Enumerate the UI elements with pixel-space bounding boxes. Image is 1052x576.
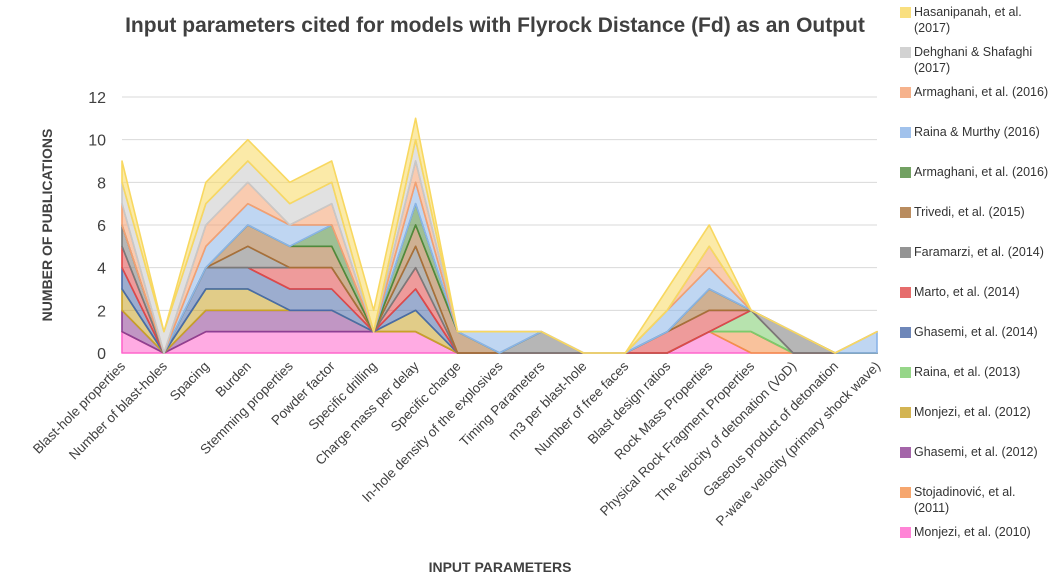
legend-item: Monjezi, et al. (2010) <box>900 524 1050 540</box>
legend-swatch <box>900 87 911 98</box>
x-tick-label: Burden <box>213 359 254 400</box>
y-tick-label: 2 <box>97 303 106 320</box>
x-tick-label: Spacing <box>167 359 212 404</box>
legend-item: Trivedi, et al. (2015) <box>900 204 1050 220</box>
x-axis-label: INPUT PARAMETERS <box>429 559 572 575</box>
legend-label: Monjezi, et al. (2010) <box>914 525 1031 539</box>
legend-item: Raina & Murthy (2016) <box>900 124 1050 140</box>
legend-swatch <box>900 207 911 218</box>
y-tick-label: 4 <box>97 261 106 278</box>
legend-swatch <box>900 527 911 538</box>
y-tick-label: 6 <box>97 218 106 235</box>
legend-item: Armaghani, et al. (2016) <box>900 84 1050 100</box>
y-tick-label: 0 <box>97 346 106 363</box>
legend-swatch <box>900 127 911 138</box>
legend-item: Hasanipanah, et al. (2017) <box>900 4 1050 36</box>
legend-item: Raina, et al. (2013) <box>900 364 1050 380</box>
legend-swatch <box>900 367 911 378</box>
legend-swatch <box>900 247 911 258</box>
legend-item: Marto, et al. (2014) <box>900 284 1050 300</box>
y-axis-label: NUMBER OF PUBLICATIONS <box>39 129 55 322</box>
x-tick-label: Physical Rock Fragment Properties <box>597 358 757 518</box>
legend-item: Ghasemi, et al. (2012) <box>900 444 1050 460</box>
legend-label: Ghasemi, et al. (2012) <box>914 445 1038 459</box>
legend-label: Stojadinović, et al. (2011) <box>914 485 1016 515</box>
legend-label: Armaghani, et al. (2016) <box>914 85 1049 99</box>
legend-label: Dehghani & Shafaghi (2017) <box>914 45 1033 75</box>
legend-item: Monjezi, et al. (2012) <box>900 404 1050 420</box>
legend-swatch <box>900 327 911 338</box>
legend-item: Ghasemi, et al. (2014) <box>900 324 1050 340</box>
x-tick-label: m3 per blast-hole <box>505 359 589 443</box>
legend-swatch <box>900 407 911 418</box>
legend-swatch <box>900 47 911 58</box>
chart-title: Input parameters cited for models with F… <box>125 14 865 37</box>
area <box>121 117 878 354</box>
legend-swatch <box>900 7 911 18</box>
legend-label: Marto, et al. (2014) <box>914 285 1020 299</box>
y-tick-label: 10 <box>88 133 106 150</box>
legend-swatch <box>900 167 911 178</box>
legend-label: Raina, et al. (2013) <box>914 365 1021 379</box>
legend-label: Faramarzi, et al. (2014) <box>914 245 1044 259</box>
legend-item: Armaghani, et al. (2016) <box>900 164 1050 180</box>
legend-label: Trivedi, et al. (2015) <box>914 205 1025 219</box>
legend-label: Ghasemi, et al. (2014) <box>914 325 1038 339</box>
legend-swatch <box>900 487 911 498</box>
legend-item: Dehghani & Shafaghi (2017) <box>900 44 1050 76</box>
legend-item: Faramarzi, et al. (2014) <box>900 244 1050 260</box>
legend-label: Monjezi, et al. (2012) <box>914 405 1031 419</box>
legend-label: Hasanipanah, et al. (2017) <box>914 5 1022 35</box>
y-tick-label: 12 <box>88 90 106 107</box>
legend-label: Armaghani, et al. (2016) <box>914 165 1049 179</box>
legend-label: Raina & Murthy (2016) <box>914 125 1040 139</box>
legend-swatch <box>900 287 911 298</box>
legend-item: Stojadinović, et al. (2011) <box>900 484 1050 516</box>
y-tick-label: 8 <box>97 175 106 192</box>
legend-swatch <box>900 447 911 458</box>
